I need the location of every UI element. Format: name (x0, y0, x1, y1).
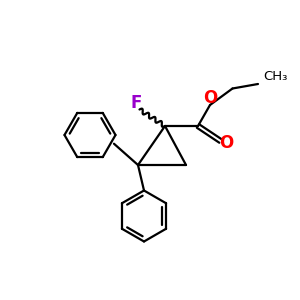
Text: CH₃: CH₃ (263, 70, 288, 83)
Text: F: F (130, 94, 142, 112)
Text: O: O (203, 89, 217, 107)
Text: O: O (219, 134, 233, 152)
